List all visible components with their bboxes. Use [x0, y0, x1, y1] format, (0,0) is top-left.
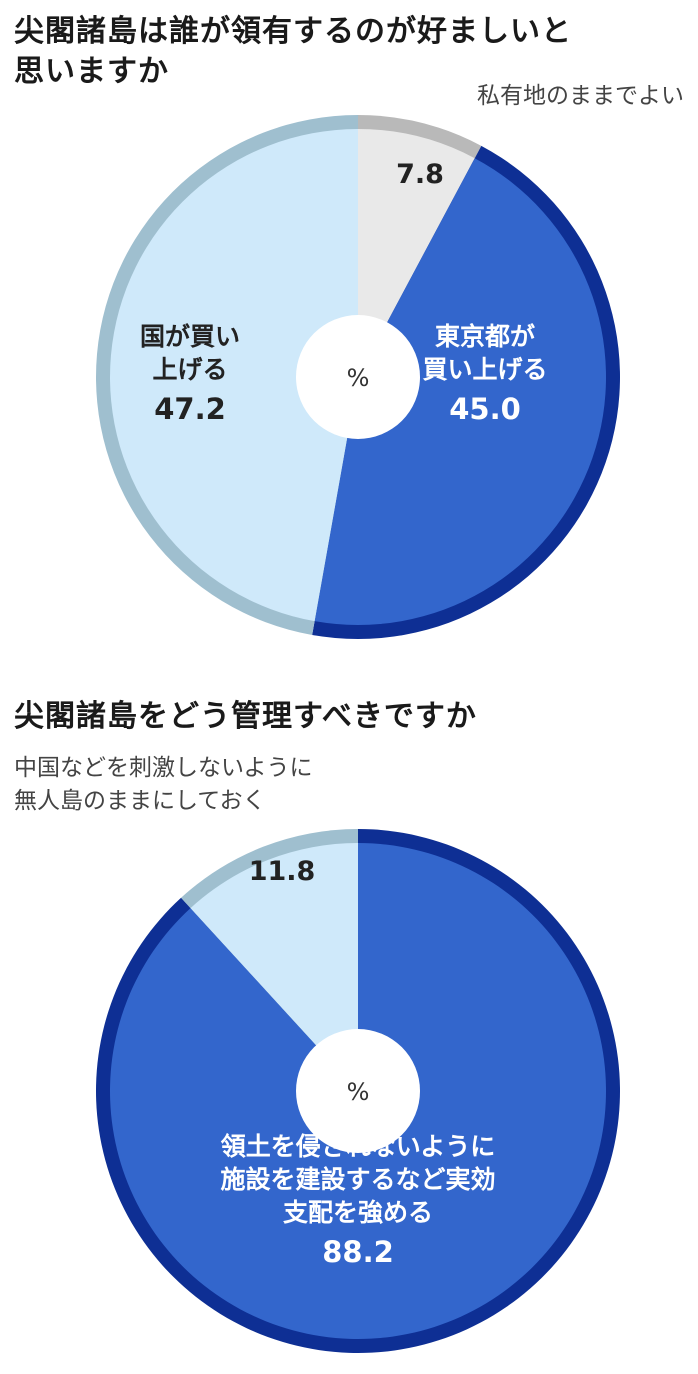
chart-title: 尖閣諸島をどう管理すべきですか: [14, 699, 477, 734]
slice-value-text: 88.2: [322, 1235, 394, 1269]
callout-text: 中国などを刺激しないように 無人島のままにしておく: [14, 755, 313, 814]
chart-title: 尖閣諸島は誰が領有するのが好ましいと思いますか: [14, 14, 572, 89]
slice-value-text: 11.8: [249, 856, 316, 887]
pie-slice: [190, 843, 358, 1091]
slice-value-text: 47.2: [154, 392, 226, 426]
callout-label: 中国などを刺激しないように 無人島のままにしておく: [14, 752, 313, 818]
center-unit-label: %: [347, 1078, 370, 1106]
pie-slice: [314, 158, 606, 625]
slice-value-text: 7.8: [396, 159, 444, 190]
chart-management: 尖閣諸島をどう管理すべきですか 中国などを刺激しないように 無人島のままにしてお…: [0, 680, 698, 1374]
slice-label: 11.8: [249, 856, 316, 887]
slice-name-text: 国が買い: [140, 322, 240, 351]
slice-name-text: 買い上げる: [422, 355, 547, 384]
slice-name-text: 支配を強める: [283, 1198, 433, 1227]
slice-name-text: 領土を侵されないように: [221, 1132, 496, 1161]
donut-hole: [296, 1029, 420, 1153]
donut-hole: [296, 315, 420, 439]
slice-value-text: 45.0: [449, 392, 521, 426]
chart-ownership: 尖閣諸島は誰が領有するのが好ましいと思いますか 私有地のままでよい % 7.8 東京…: [0, 0, 698, 680]
slice-name-text: 東京都が: [435, 322, 535, 351]
center-unit-label: %: [347, 364, 370, 392]
slice-name-text: 施設を建設するなど実効: [220, 1165, 495, 1194]
pie-slice: [110, 129, 358, 622]
slice-name-text: 上げる: [152, 355, 227, 384]
pie-slice: [358, 129, 475, 377]
slice-label: 7.8: [396, 159, 444, 190]
callout-label: 私有地のままでよい: [477, 83, 684, 109]
